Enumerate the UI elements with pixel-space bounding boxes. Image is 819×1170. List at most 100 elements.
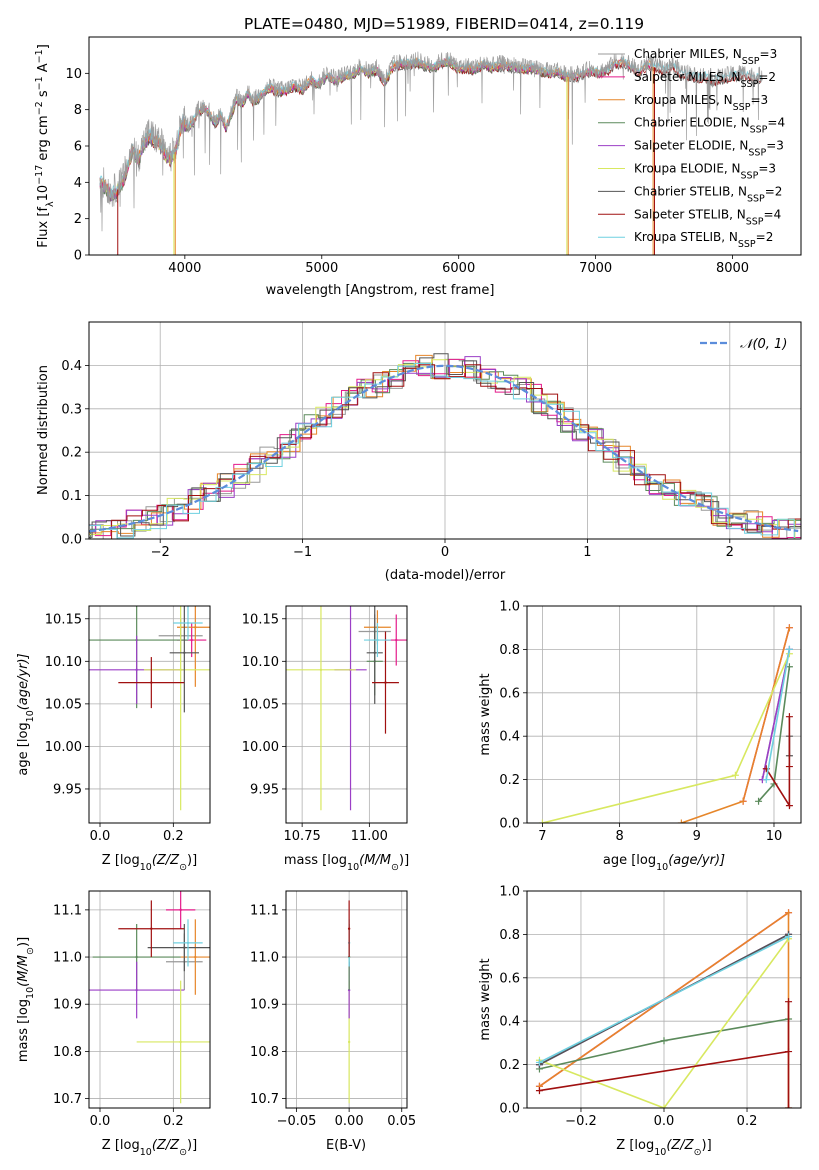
legend-entry-part: SSP [738,239,756,250]
data-point [194,626,197,629]
panel-ageZ-xlabel-part: Z [log [102,853,140,868]
normal-legend-label: 𝒩(0, 1) [740,337,787,352]
panel-mwAge-ylabel: mass weight [478,673,493,755]
panel-mwAge-xlabel-part: 10 [656,862,668,873]
data-point [319,668,323,672]
normal-curve [89,364,799,533]
y-tick-label: 10.10 [45,655,82,670]
plot-area [535,909,793,1108]
legend-entry-part: SSP [741,78,759,89]
massweight-marker [535,1087,543,1095]
x-tick-label: −0.05 [277,1114,317,1129]
legend-entry-part: =3 [750,93,768,107]
y-tick-label: 10.15 [242,612,279,627]
massweight-marker [677,819,685,823]
legend-entry-part: Chabrier MILES, N [634,47,742,61]
x-tick-label: 0.2 [163,829,184,844]
legend-entry-part: =3 [758,162,776,176]
panel-massZ-xlabel-part: ⊙ [179,1147,187,1158]
mass-vs-ebv-panel: −0.05 0.00 0.05 10.7 10.8 10.9 11.0 11.1 E(B-V) [250,890,416,1153]
panel-ageZ-xlabel: Z [log10(Z/Z⊙)] [102,853,197,873]
massweight-marker [535,1058,543,1066]
panel-ageZ-ylabel: age [log10(age/yr)] [16,653,36,775]
data-point [186,621,190,625]
legend-entry-part: SSP [742,56,760,67]
y-tick-label: 0.1 [61,489,82,504]
panel-massZ-ylabel-part: )] [16,937,31,947]
data-point [190,638,193,642]
residual-histogram [89,364,801,539]
plot-area [99,51,763,255]
legend-entry-part: Salpeter ELODIE, N [634,139,748,153]
legend-entry: Chabrier STELIB, NSSP=2 [634,184,782,204]
y-tick-label: 0.2 [499,773,520,788]
plot-area [347,900,351,1104]
legend-entry-part: =3 [760,47,778,61]
y-tick-label: 0.2 [61,446,82,461]
data-point [347,1040,351,1044]
massweight-marker [785,1048,793,1056]
x-tick-label: 0.05 [387,1114,416,1129]
legend-entry-part: SSP [746,216,764,227]
y-tick-label: 11.1 [250,903,279,918]
spectrum-ylabel-part: s [36,90,51,101]
legend-entry-part: SSP [748,147,766,158]
legend-entry-part: Chabrier ELODIE, N [634,116,750,130]
y-tick-label: 0.6 [499,971,520,986]
massweight-line [539,938,790,1108]
legend-entry: Kroupa STELIB, NSSP=2 [634,230,773,250]
legend-entry: Chabrier ELODIE, NSSP=4 [634,116,785,136]
panel-mwZ-xlabel-part: (Z/Z [666,1138,694,1153]
legend-entry-part: Salpeter MILES, N [634,70,741,84]
y-tick-label: 2 [74,212,82,227]
massweight-marker [785,713,793,721]
legend-entry-part: SSP [750,124,768,135]
massweight-line [765,649,791,780]
x-tick-label: −2 [151,545,170,560]
data-point [179,668,182,672]
panel-mwZ-xlabel-part: )] [702,1138,712,1153]
data-point [135,955,138,959]
massweight-marker [785,624,793,632]
spectrum-ylabel-part: −17 [34,165,45,185]
y-tick-label: 10.05 [45,697,82,712]
y-tick-label: 10.15 [45,612,82,627]
y-tick-label: 10.7 [53,1092,82,1107]
panel-mwZ-xlabel-part: ⊙ [694,1147,702,1158]
data-point [179,1040,182,1044]
spectrum-line [99,51,763,232]
legend-entry-part: Chabrier STELIB, N [634,184,747,198]
x-tick-label: 10.75 [284,829,321,844]
residual-histogram-panel: −2 −1 0 1 2 0.0 0.1 0.2 0.3 0.4 (data-model)/error… [36,321,802,583]
massweight-marker [538,819,546,823]
y-tick-label: 0.8 [499,643,520,658]
y-tick-label: 11.0 [53,951,82,966]
panel-mwZ-xlabel-part: 10 [654,1147,666,1158]
x-tick-label: 0.0 [654,1114,675,1129]
spectrum-ylabel-part: λ [45,201,56,207]
legend-entry-part: SSP [741,170,759,181]
y-tick-label: 0.0 [61,533,82,548]
y-tick-label: 10.9 [250,998,279,1013]
legend-entry: Salpeter STELIB, NSSP=4 [634,207,781,227]
panel-massZ-xlabel-part: Z [log [102,1138,140,1153]
y-tick-label: 9.95 [53,782,82,797]
data-point [179,908,182,912]
axes-frame [285,890,408,1109]
panel-ageZ-ylabel-part: 10 [25,710,36,722]
panel-ageZ-ylabel-part: age [log [16,722,31,775]
x-tick-label: 0.0 [90,1114,111,1129]
y-tick-label: 10.8 [250,1045,279,1060]
panel-massZ-xlabel-part: (Z/Z [152,1138,180,1153]
y-tick-label: 11.1 [53,903,82,918]
legend-entry-part: =2 [765,184,783,198]
panel-massZ-ylabel-part: ⊙ [25,947,36,955]
x-tick-label: 4000 [168,261,201,276]
axes-frame [285,605,408,824]
spectrum-ylabel-part: −1 [34,49,45,63]
y-tick-label: 1.0 [499,600,520,615]
legend-entry-part: =2 [758,70,776,84]
x-tick-label: 0.0 [90,829,111,844]
legend-entry-part: Kroupa ELODIE, N [634,162,741,176]
